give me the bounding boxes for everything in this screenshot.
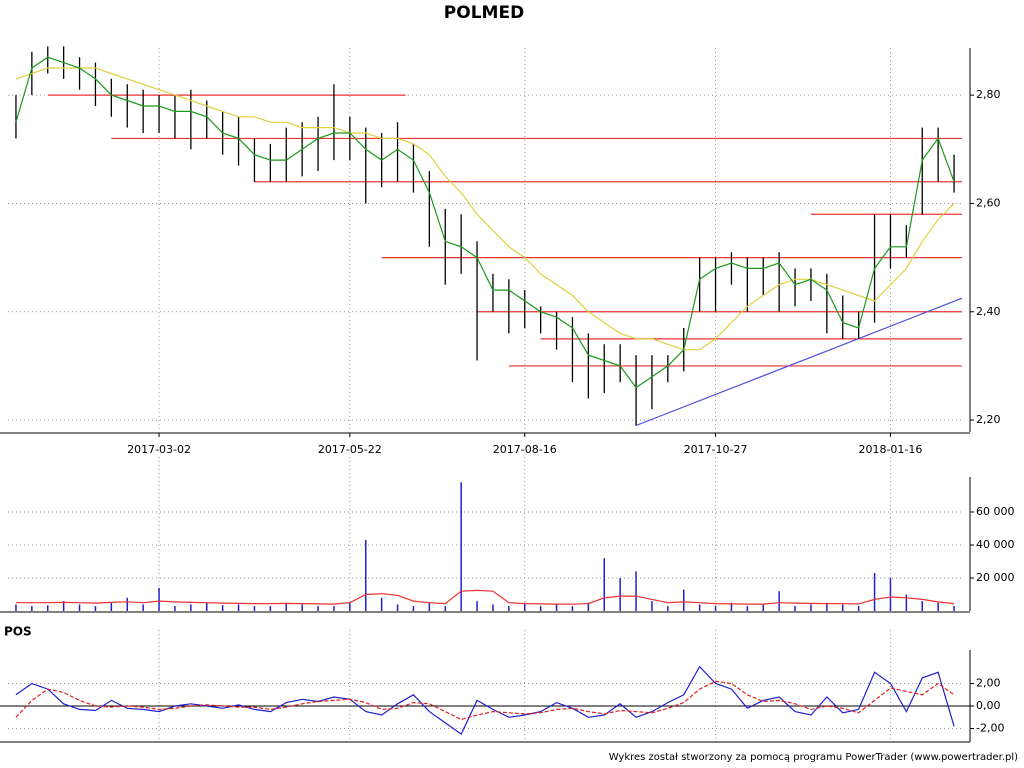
volume-average (15, 589, 955, 605)
y-tick-label: 2,00 (976, 677, 1001, 690)
y-tick-label: -2,00 (976, 722, 1004, 735)
x-tick-label: 2017-10-27 (684, 443, 748, 456)
footer: Wykres został stworzony za pomocą progra… (609, 752, 1018, 763)
y-tick-label: 60 000 (976, 505, 1015, 518)
pos-line (15, 680, 955, 721)
y-tick-label: 40 000 (976, 538, 1015, 551)
chart-title: POLMED (444, 3, 524, 23)
x-tick-label: 2017-05-22 (318, 443, 382, 456)
x-tick-label: 2017-08-16 (493, 443, 557, 456)
y-tick-label: 2,40 (976, 305, 1001, 318)
y-tick-label: 2,20 (976, 413, 1001, 426)
x-tick-label: 2017-03-02 (127, 443, 191, 456)
x-tick-label: 2018-01-16 (858, 443, 922, 456)
pos-line (15, 665, 955, 736)
y-tick-label: 0,00 (976, 699, 1001, 712)
panel-title: POS (4, 625, 32, 639)
moving-average (15, 67, 955, 351)
y-tick-label: 20 000 (976, 571, 1015, 584)
y-tick-label: 2,80 (976, 88, 1001, 101)
trend-line (635, 297, 963, 427)
close-line (15, 56, 955, 389)
y-tick-label: 2,60 (976, 196, 1001, 209)
